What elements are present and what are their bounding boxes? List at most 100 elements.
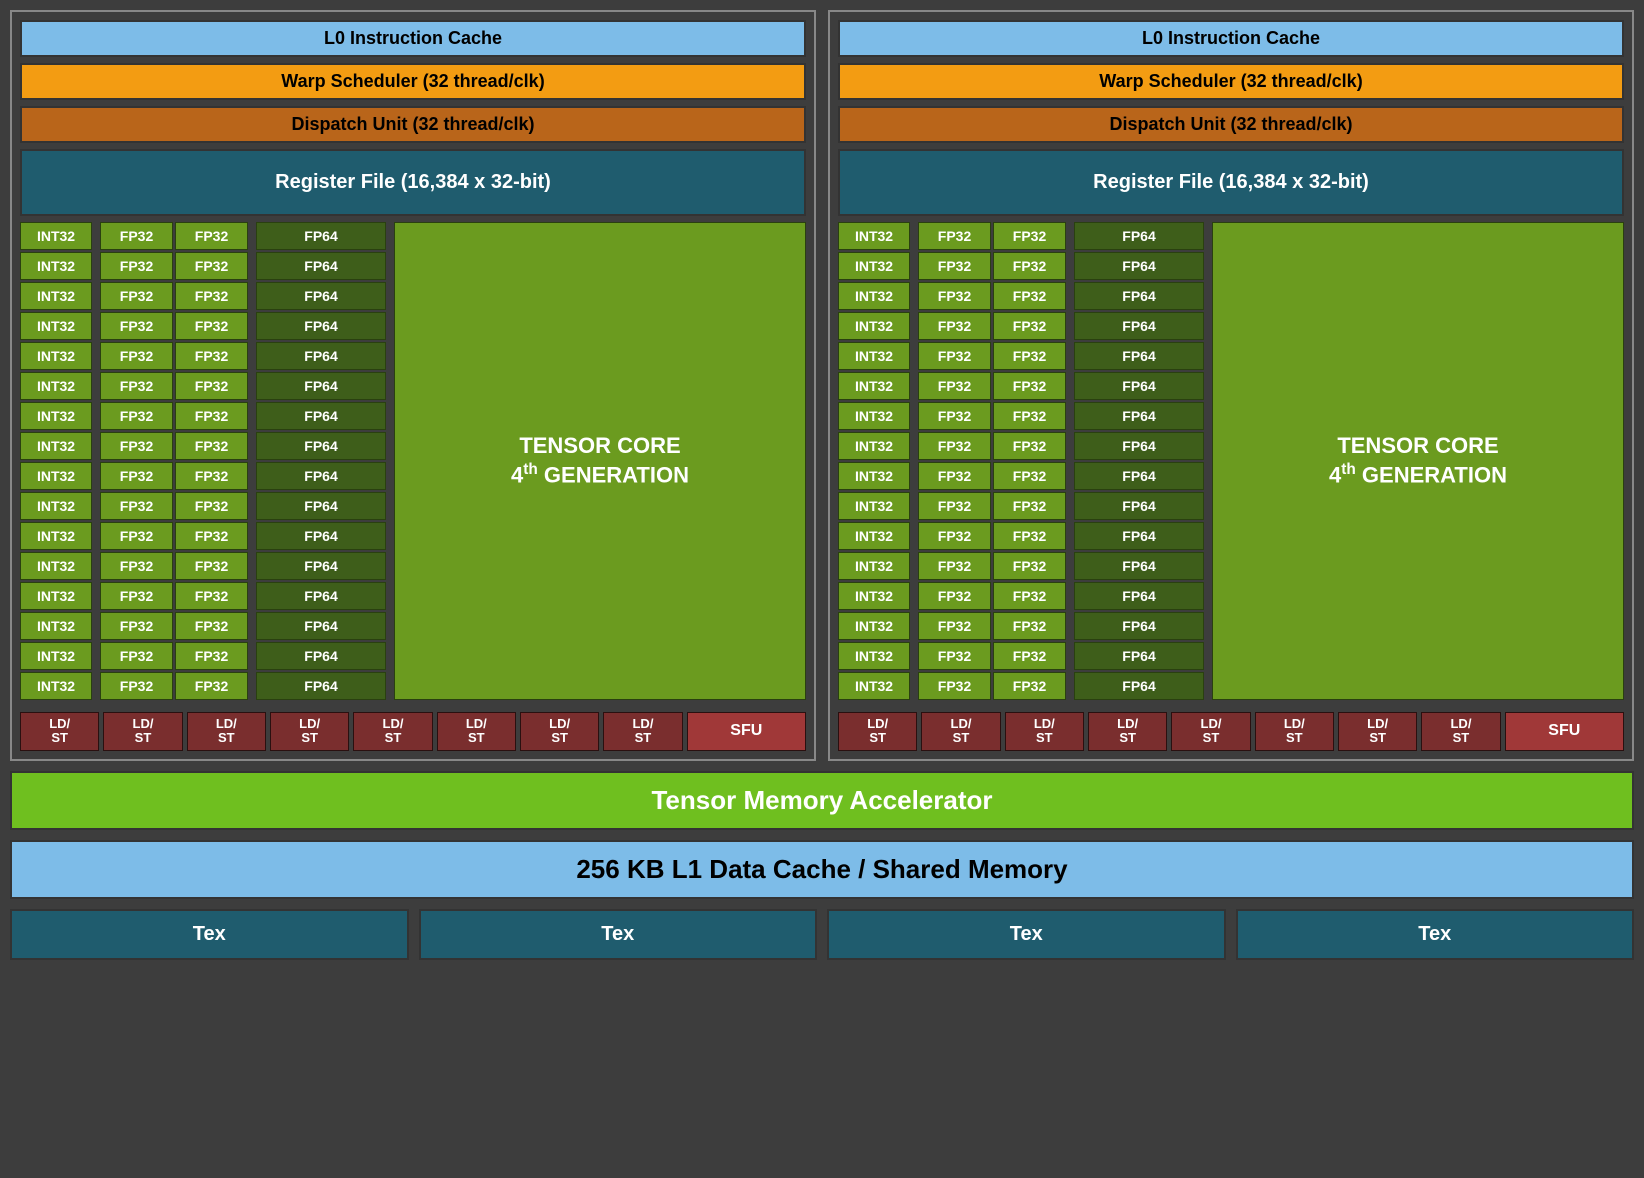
- execution-units: INT32INT32INT32INT32INT32INT32INT32INT32…: [838, 222, 1624, 700]
- ldst-unit: LD/ST: [1005, 712, 1084, 751]
- fp32-unit: FP32: [918, 312, 991, 340]
- fp64-unit: FP64: [256, 282, 386, 310]
- int32-unit: INT32: [838, 552, 910, 580]
- fp32-unit: FP32: [993, 672, 1066, 700]
- ldst-unit: LD/ST: [1088, 712, 1167, 751]
- fp64-unit: FP64: [1074, 222, 1204, 250]
- ldst-unit: LD/ST: [1338, 712, 1417, 751]
- ldst-row: LD/STLD/STLD/STLD/STLD/STLD/STLD/STLD/ST…: [838, 712, 1624, 751]
- int32-unit: INT32: [838, 252, 910, 280]
- int32-column: INT32INT32INT32INT32INT32INT32INT32INT32…: [20, 222, 92, 700]
- int32-unit: INT32: [838, 522, 910, 550]
- fp64-unit: FP64: [1074, 462, 1204, 490]
- fp64-unit: FP64: [1074, 432, 1204, 460]
- fp64-unit: FP64: [1074, 522, 1204, 550]
- tex-row: TexTexTexTex: [10, 909, 1634, 960]
- fp64-unit: FP64: [256, 492, 386, 520]
- l0-instruction-cache: L0 Instruction Cache: [20, 20, 806, 57]
- tensor-memory-accelerator: Tensor Memory Accelerator: [10, 771, 1634, 830]
- fp32-unit: FP32: [100, 672, 173, 700]
- fp32-unit: FP32: [993, 612, 1066, 640]
- fp32-unit: FP32: [993, 402, 1066, 430]
- fp64-unit: FP64: [1074, 342, 1204, 370]
- int32-unit: INT32: [838, 672, 910, 700]
- fp64-unit: FP64: [256, 552, 386, 580]
- fp64-unit: FP64: [256, 342, 386, 370]
- fp64-unit: FP64: [256, 582, 386, 610]
- fp32-unit: FP32: [918, 642, 991, 670]
- fp64-unit: FP64: [256, 402, 386, 430]
- fp32-unit: FP32: [175, 642, 248, 670]
- fp32-unit: FP32: [993, 222, 1066, 250]
- fp32-unit: FP32: [993, 252, 1066, 280]
- int32-unit: INT32: [838, 432, 910, 460]
- fp32-unit: FP32: [918, 342, 991, 370]
- fp32-unit: FP32: [175, 282, 248, 310]
- fp64-unit: FP64: [256, 222, 386, 250]
- ldst-unit: LD/ST: [520, 712, 599, 751]
- ldst-unit: LD/ST: [921, 712, 1000, 751]
- int32-unit: INT32: [838, 402, 910, 430]
- fp32-unit: FP32: [100, 582, 173, 610]
- ldst-unit: LD/ST: [1171, 712, 1250, 751]
- tex-unit: Tex: [827, 909, 1226, 960]
- fp32-unit: FP32: [100, 552, 173, 580]
- fp64-unit: FP64: [1074, 492, 1204, 520]
- fp64-unit: FP64: [1074, 252, 1204, 280]
- fp32-unit: FP32: [175, 252, 248, 280]
- fp32-unit: FP32: [918, 552, 991, 580]
- fp32-column: FP32FP32FP32FP32FP32FP32FP32FP32FP32FP32…: [100, 222, 248, 700]
- tex-unit: Tex: [419, 909, 818, 960]
- tensor-core: TENSOR CORE 4th GENERATION: [1212, 222, 1624, 700]
- fp32-unit: FP32: [918, 372, 991, 400]
- fp32-unit: FP32: [993, 282, 1066, 310]
- fp32-unit: FP32: [175, 342, 248, 370]
- fp64-unit: FP64: [1074, 402, 1204, 430]
- int32-unit: INT32: [838, 282, 910, 310]
- fp64-unit: FP64: [256, 462, 386, 490]
- int32-unit: INT32: [20, 582, 92, 610]
- sfu-unit: SFU: [687, 712, 806, 751]
- sm-partition: L0 Instruction Cache Warp Scheduler (32 …: [10, 10, 816, 761]
- fp32-unit: FP32: [993, 522, 1066, 550]
- fp32-unit: FP32: [175, 612, 248, 640]
- fp32-unit: FP32: [100, 612, 173, 640]
- fp32-unit: FP32: [100, 522, 173, 550]
- ldst-unit: LD/ST: [838, 712, 917, 751]
- tensor-core: TENSOR CORE 4th GENERATION: [394, 222, 806, 700]
- fp64-unit: FP64: [256, 642, 386, 670]
- fp32-unit: FP32: [175, 312, 248, 340]
- ldst-unit: LD/ST: [437, 712, 516, 751]
- int32-unit: INT32: [838, 222, 910, 250]
- fp32-unit: FP32: [918, 402, 991, 430]
- fp64-unit: FP64: [256, 432, 386, 460]
- warp-scheduler: Warp Scheduler (32 thread/clk): [838, 63, 1624, 100]
- int32-unit: INT32: [20, 402, 92, 430]
- fp32-unit: FP32: [918, 492, 991, 520]
- fp32-unit: FP32: [918, 252, 991, 280]
- fp64-column: FP64FP64FP64FP64FP64FP64FP64FP64FP64FP64…: [1074, 222, 1204, 700]
- fp64-unit: FP64: [1074, 642, 1204, 670]
- fp64-unit: FP64: [256, 372, 386, 400]
- ldst-row: LD/STLD/STLD/STLD/STLD/STLD/STLD/STLD/ST…: [20, 712, 806, 751]
- fp32-unit: FP32: [175, 432, 248, 460]
- fp64-unit: FP64: [1074, 282, 1204, 310]
- int32-unit: INT32: [838, 612, 910, 640]
- dispatch-unit: Dispatch Unit (32 thread/clk): [20, 106, 806, 143]
- fp32-unit: FP32: [100, 462, 173, 490]
- int32-column: INT32INT32INT32INT32INT32INT32INT32INT32…: [838, 222, 910, 700]
- ldst-unit: LD/ST: [1255, 712, 1334, 751]
- fp64-column: FP64FP64FP64FP64FP64FP64FP64FP64FP64FP64…: [256, 222, 386, 700]
- ldst-unit: LD/ST: [353, 712, 432, 751]
- int32-unit: INT32: [20, 432, 92, 460]
- fp32-unit: FP32: [175, 402, 248, 430]
- fp64-unit: FP64: [256, 522, 386, 550]
- fp32-unit: FP32: [100, 432, 173, 460]
- int32-unit: INT32: [20, 372, 92, 400]
- fp32-unit: FP32: [175, 522, 248, 550]
- int32-unit: INT32: [20, 552, 92, 580]
- int32-unit: INT32: [20, 252, 92, 280]
- fp64-unit: FP64: [1074, 552, 1204, 580]
- int32-unit: INT32: [20, 312, 92, 340]
- execution-units: INT32INT32INT32INT32INT32INT32INT32INT32…: [20, 222, 806, 700]
